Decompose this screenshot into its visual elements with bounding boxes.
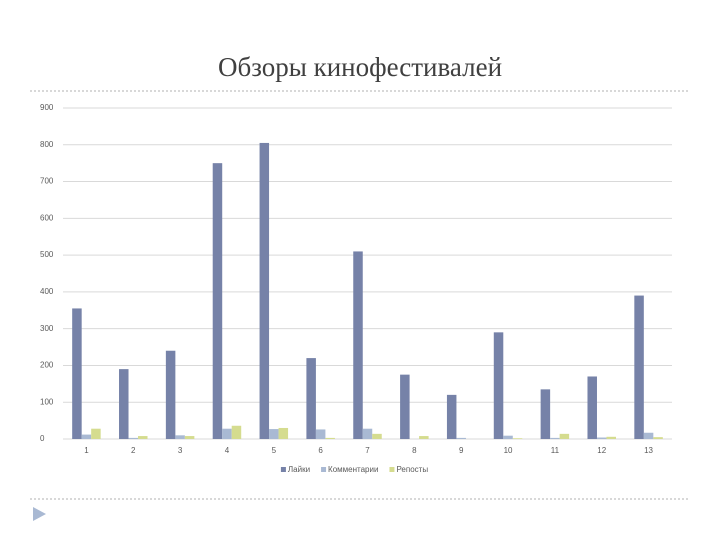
bar (634, 295, 644, 439)
bar (72, 308, 82, 439)
bar (259, 142, 270, 439)
x-tick-label: 9 (459, 446, 464, 455)
y-tick-label: 600 (40, 213, 54, 222)
bar (306, 358, 316, 439)
y-tick-label: 0 (40, 434, 45, 443)
bar (559, 433, 570, 439)
legend-label: Лайки (288, 465, 310, 474)
bar (278, 427, 289, 439)
bar (269, 429, 279, 439)
bar (456, 437, 466, 439)
bar (503, 435, 513, 439)
legend-swatch (321, 467, 327, 472)
bar (184, 436, 195, 439)
bar (175, 435, 185, 439)
legend-swatch (280, 467, 286, 472)
x-tick-label: 3 (178, 446, 183, 455)
bar (400, 374, 410, 439)
y-tick-label: 500 (40, 250, 54, 259)
y-tick-label: 400 (40, 287, 54, 296)
y-tick-label: 100 (40, 397, 54, 406)
x-tick-label: 13 (644, 446, 653, 455)
x-tick-label: 6 (318, 446, 323, 455)
x-tick-label: 11 (551, 446, 560, 455)
x-tick-label: 2 (131, 446, 136, 455)
bar (222, 428, 232, 439)
y-tick-label: 800 (40, 140, 54, 149)
bar (550, 437, 560, 439)
bar (353, 251, 363, 439)
bar (587, 376, 597, 439)
bar (446, 394, 457, 439)
bar (419, 436, 429, 439)
bar (493, 332, 504, 439)
bar (653, 437, 663, 439)
legend-swatch (389, 467, 395, 472)
legend-label: Комментарии (328, 465, 378, 474)
y-tick-label: 200 (40, 361, 54, 370)
bar (231, 425, 242, 439)
bar (540, 389, 551, 439)
chart-title: Обзоры кинофестивалей (218, 52, 502, 82)
slide-marker (33, 507, 46, 521)
bar (643, 432, 654, 439)
x-tick-label: 7 (365, 446, 370, 455)
x-tick-label: 5 (272, 446, 277, 455)
y-tick-label: 700 (40, 177, 54, 186)
x-tick-label: 12 (597, 446, 606, 455)
bar (596, 437, 607, 439)
bar (165, 350, 176, 439)
bar (128, 437, 139, 439)
x-tick-label: 4 (225, 446, 230, 455)
y-tick-label: 900 (40, 103, 54, 112)
legend-label: Репосты (396, 465, 428, 474)
bar (325, 437, 335, 439)
bar (315, 429, 326, 439)
bar (606, 436, 616, 439)
bar (81, 434, 92, 439)
bar (362, 428, 373, 439)
bar (138, 436, 148, 439)
bar (119, 369, 129, 439)
bar (91, 428, 101, 439)
y-tick-label: 300 (40, 324, 54, 333)
bar (212, 163, 223, 439)
x-tick-label: 8 (412, 446, 417, 455)
bar (512, 438, 523, 439)
x-tick-label: 1 (84, 446, 89, 455)
x-tick-label: 10 (504, 446, 513, 455)
bar (372, 433, 382, 439)
